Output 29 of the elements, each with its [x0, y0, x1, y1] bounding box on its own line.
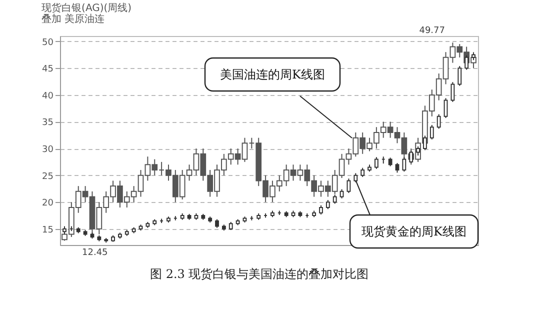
candlestick — [340, 188, 344, 199]
candlestick — [360, 167, 365, 178]
y-tick-label: 40 — [42, 91, 54, 102]
candlestick — [319, 204, 323, 215]
y-tick-label: 25 — [42, 172, 54, 182]
candlestick — [450, 82, 455, 102]
text: 49.77 — [419, 26, 445, 36]
candlestick — [326, 199, 330, 210]
candlestick — [458, 66, 462, 86]
candlestick — [346, 178, 351, 194]
candlestick — [332, 194, 337, 204]
y-tick-label: 30 — [42, 145, 54, 156]
y-tick-label: 15 — [42, 225, 54, 236]
y-tick-label: 35 — [42, 118, 54, 128]
y-tick-label: 20 — [42, 198, 54, 209]
candlestick — [395, 162, 400, 174]
candlestick — [430, 124, 434, 140]
caption: 图 2.3 现货白银与美国油连的叠加对比图 — [150, 267, 369, 281]
annotation: 美国油连的周K线图 — [220, 68, 325, 82]
candlestick — [436, 114, 441, 130]
chart-title: 现货白银(AG)(周线) — [42, 2, 132, 14]
chart-subtitle: 叠加 美原油连 — [42, 13, 105, 25]
candlestick — [444, 98, 448, 118]
y-tick-label: 50 — [42, 38, 54, 48]
candlestick — [354, 172, 358, 183]
y-tick-label: 45 — [42, 64, 54, 75]
text: 12.45 — [82, 248, 108, 258]
candlestick — [374, 156, 378, 170]
annotation: 现货黄金的周K线图 — [362, 224, 466, 238]
